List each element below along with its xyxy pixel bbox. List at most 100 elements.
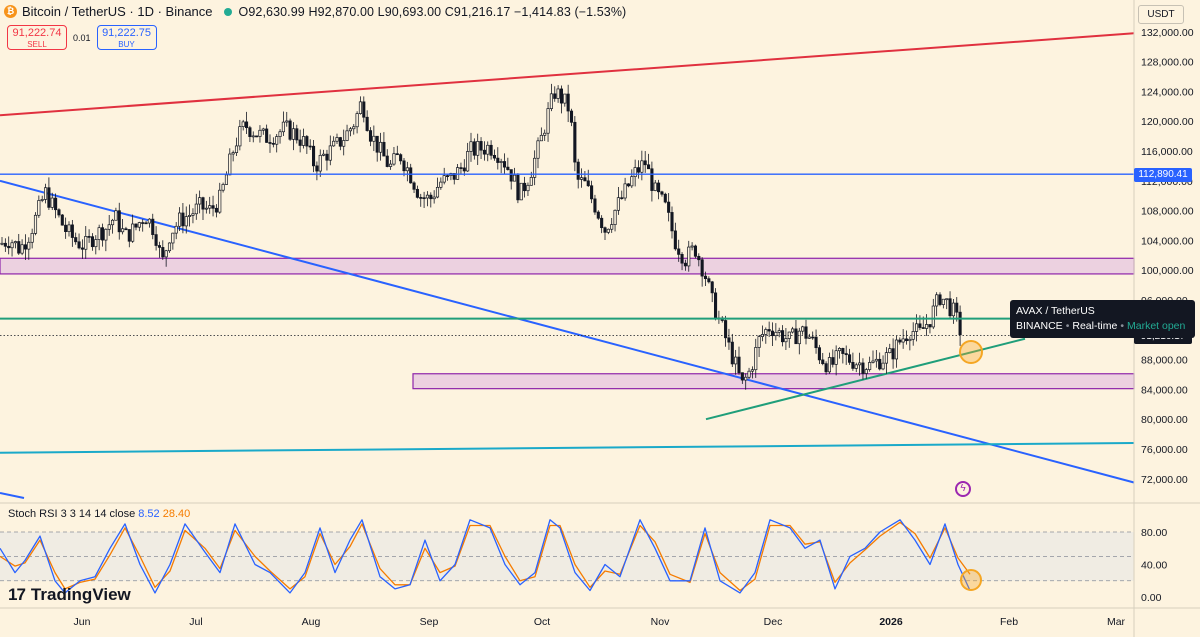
candle-body: [841, 348, 845, 354]
candle-body: [379, 141, 383, 153]
price-highlight-circle: [959, 340, 983, 364]
currency-selector[interactable]: USDT: [1138, 5, 1184, 24]
candle-body: [251, 135, 255, 138]
candle-body: [884, 352, 888, 364]
candle-body: [275, 136, 279, 145]
candle-body: [13, 241, 17, 244]
candle-body: [265, 128, 269, 143]
market-status-dot: [223, 7, 232, 16]
candle-body: [894, 339, 899, 360]
candle-body: [864, 369, 868, 374]
candle: [261, 127, 265, 135]
candle-body: [757, 336, 761, 348]
symbol-header[interactable]: ₿ Bitcoin / TetherUS · 1D · Binance O92,…: [4, 4, 626, 19]
candle-body: [596, 211, 600, 219]
tooltip-exchange: BINANCE: [1016, 320, 1063, 332]
candle-body: [636, 167, 641, 173]
candle: [784, 327, 788, 350]
candle: [958, 305, 962, 346]
candle: [881, 355, 885, 371]
candle: [770, 322, 775, 347]
candle-body: [452, 173, 456, 180]
candle: [888, 343, 892, 354]
price-axis-label: 132,000.00: [1141, 27, 1194, 39]
price-axis[interactable]: 132,000.00 128,000.00 124,000.00 120,000.00…: [1141, 27, 1194, 486]
candle: [837, 347, 842, 359]
candle-body: [730, 341, 734, 365]
candle-body: [509, 169, 513, 182]
candle: [683, 259, 687, 271]
flash-icon[interactable]: ϟ: [955, 481, 971, 497]
candle: [295, 124, 299, 144]
candle: [141, 219, 145, 232]
candle-body: [536, 140, 540, 159]
candle: [191, 208, 195, 224]
candle-body: [392, 153, 396, 165]
candle-body: [556, 88, 560, 99]
candle-body: [241, 121, 245, 127]
candle-body: [164, 250, 168, 258]
candle-body: [563, 93, 567, 104]
candle-body: [90, 236, 95, 248]
candle-body: [744, 376, 748, 381]
candle-body: [784, 338, 788, 343]
candle-body: [693, 245, 698, 257]
candle: [40, 195, 44, 203]
candle: [801, 325, 805, 335]
candle-body: [626, 183, 631, 187]
candle-body: [332, 140, 336, 147]
candle: [355, 111, 359, 134]
candle-body: [365, 116, 369, 131]
trendline-long-term: [0, 442, 1135, 454]
candle-body: [888, 348, 892, 353]
candle-body: [539, 134, 543, 142]
sell-button[interactable]: 91,222.74 SELL: [7, 25, 67, 50]
candle-body: [700, 259, 704, 277]
candle-body: [650, 168, 654, 191]
candle-body: [928, 324, 932, 328]
candle-body: [43, 187, 48, 200]
candle-body: [425, 194, 430, 199]
candle-body: [224, 174, 229, 185]
candle-body: [472, 141, 476, 156]
candle-body: [446, 175, 450, 177]
candle-body: [57, 209, 61, 216]
tradingview-logo[interactable]: 17 TradingView: [8, 585, 131, 605]
candle-body: [191, 213, 195, 216]
candle-body: [710, 281, 714, 294]
candle: [750, 366, 754, 379]
candle-body: [238, 126, 242, 147]
candle: [64, 217, 68, 239]
candle-body: [147, 218, 151, 224]
symbol-title[interactable]: Bitcoin / TetherUS · 1D · Binance: [22, 4, 213, 19]
candle-body: [33, 214, 38, 234]
candle-body: [680, 254, 684, 264]
candle-body: [194, 203, 198, 215]
candle: [248, 125, 252, 143]
candle-body: [914, 323, 919, 332]
candle: [221, 182, 225, 193]
candle: [281, 111, 285, 137]
stoch-rsi-legend[interactable]: Stoch RSI 3 3 14 14 close 8.52 28.40: [8, 508, 190, 520]
price-zone-1: [0, 257, 1135, 275]
candle: [908, 336, 912, 351]
candle-body: [821, 359, 825, 365]
candle: [198, 190, 202, 214]
candle-body: [100, 227, 105, 241]
candle-body: [271, 142, 275, 145]
candle: [134, 223, 138, 231]
candle-body: [630, 176, 634, 187]
candle: [955, 297, 959, 322]
candle-body: [305, 136, 309, 147]
candle: [20, 239, 24, 256]
candle-body: [854, 364, 858, 369]
candle: [774, 323, 778, 341]
candle: [54, 193, 58, 219]
candle: [285, 111, 289, 127]
candle-body: [382, 141, 386, 157]
buy-button[interactable]: 91,222.75 BUY: [96, 25, 157, 50]
candle-body: [121, 228, 125, 233]
candle: [298, 129, 302, 153]
